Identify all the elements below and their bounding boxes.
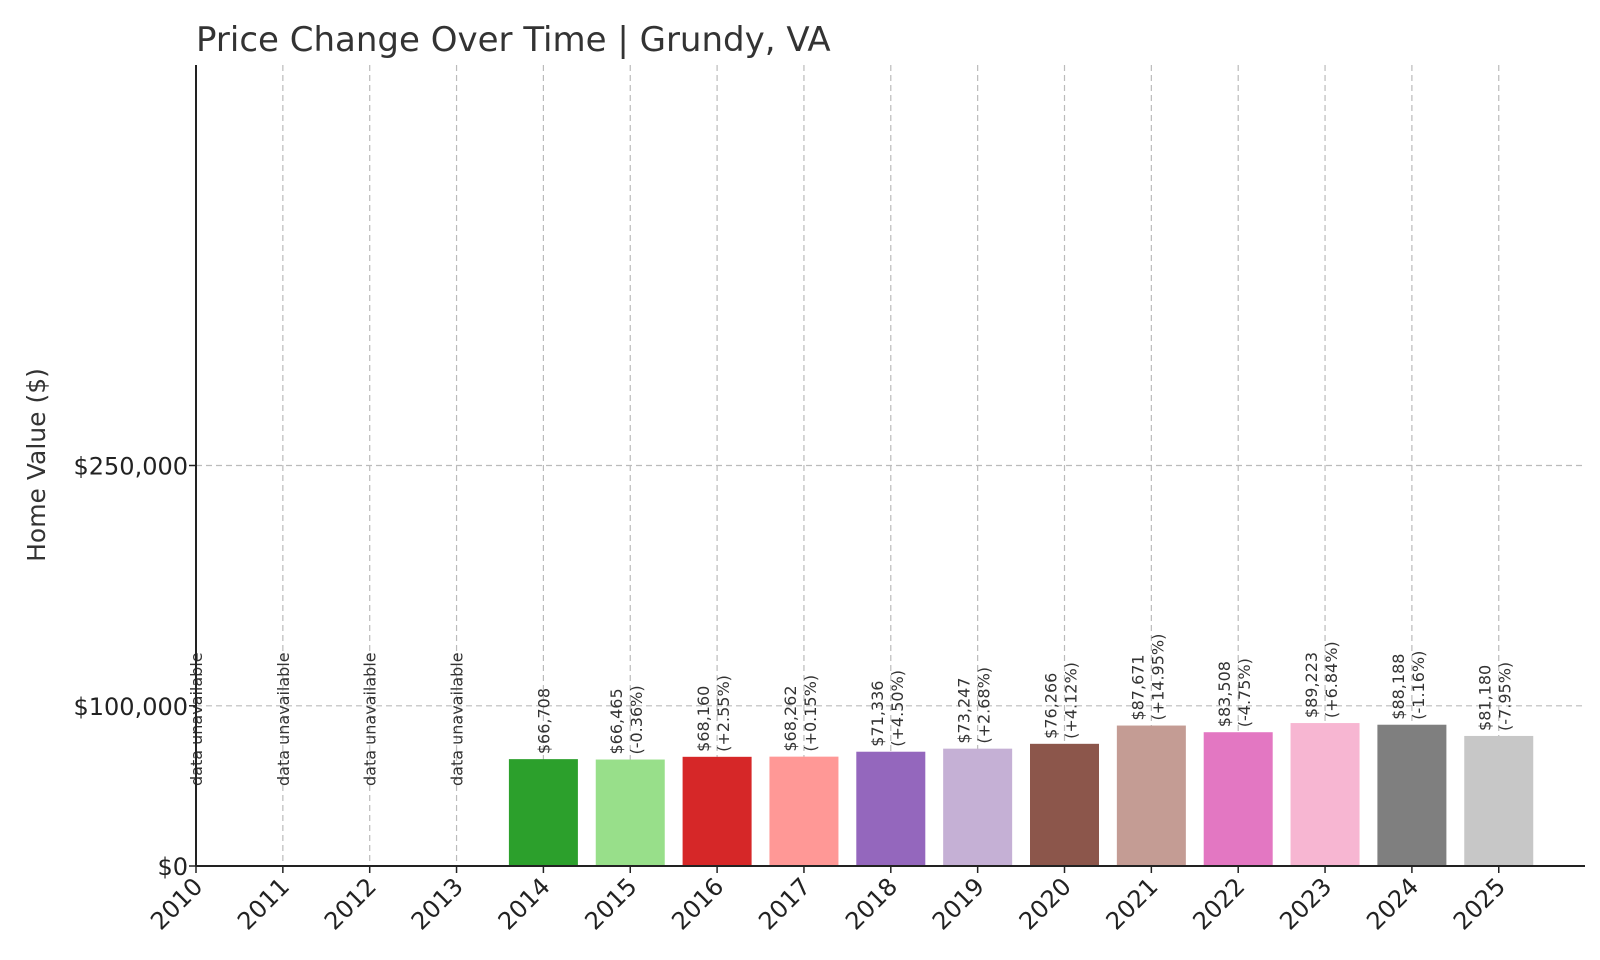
bar-2025 bbox=[1464, 735, 1534, 866]
bar-value-label: $68,160 bbox=[694, 686, 713, 752]
bar-value-label: $66,465 bbox=[607, 688, 626, 754]
bar-value-label: $66,708 bbox=[534, 688, 553, 754]
x-tick-label: 2014 bbox=[493, 872, 556, 935]
bar-2015 bbox=[595, 759, 665, 866]
bar-change-label: (+0.15%) bbox=[801, 675, 820, 752]
bar-value-label: $83,508 bbox=[1215, 661, 1234, 727]
bar-2020 bbox=[1030, 743, 1099, 866]
bar-change-label: (-0.36%) bbox=[627, 685, 646, 754]
bar-value-label: $88,188 bbox=[1389, 654, 1408, 720]
x-tick-label: 2021 bbox=[1101, 872, 1164, 935]
y-tick-label: $0 bbox=[157, 853, 188, 881]
bar-2024 bbox=[1377, 724, 1447, 866]
bar-change-label: (+4.12%) bbox=[1062, 662, 1081, 739]
bar-value-label: $71,336 bbox=[868, 681, 887, 747]
bar-value-label: $76,266 bbox=[1042, 673, 1061, 739]
bar-change-label: (+2.55%) bbox=[714, 675, 733, 752]
bar-change-label: (-7.95%) bbox=[1496, 662, 1515, 731]
data-unavailable-label: data unavailable bbox=[361, 652, 380, 786]
x-tick-label: 2013 bbox=[406, 872, 469, 935]
bar-2023 bbox=[1290, 723, 1360, 866]
grid-lines bbox=[196, 65, 1585, 866]
x-tick-label: 2024 bbox=[1361, 872, 1424, 935]
x-tick-label: 2017 bbox=[753, 872, 816, 935]
bar-value-label: $87,671 bbox=[1128, 654, 1147, 720]
bar-2017 bbox=[769, 756, 839, 866]
y-ticks: $0 $100,000 $250,000 bbox=[73, 453, 196, 881]
bar-2018 bbox=[856, 751, 926, 866]
bar-change-label: (+14.95%) bbox=[1148, 634, 1167, 721]
x-tick-label: 2019 bbox=[927, 872, 990, 935]
bars bbox=[508, 723, 1534, 866]
bar-value-label: $89,223 bbox=[1302, 652, 1321, 718]
bar-2016 bbox=[682, 756, 752, 866]
bar-change-label: (+4.50%) bbox=[888, 670, 907, 747]
x-tick-label: 2022 bbox=[1187, 872, 1250, 935]
data-unavailable-label: data unavailable bbox=[274, 652, 293, 786]
y-tick-label: $250,000 bbox=[73, 453, 188, 481]
bar-change-label: (+2.68%) bbox=[975, 667, 994, 744]
bar-value-label: $73,247 bbox=[955, 677, 974, 743]
chart-title: Price Change Over Time | Grundy, VA bbox=[196, 20, 831, 60]
bar-2022 bbox=[1203, 732, 1273, 866]
y-tick-label: $100,000 bbox=[73, 693, 188, 721]
bar-2021 bbox=[1116, 725, 1186, 866]
bar-value-label: $68,262 bbox=[781, 685, 800, 751]
x-tick-label: 2011 bbox=[232, 872, 295, 935]
bar-labels: data unavailable data unavailable data una… bbox=[187, 634, 1515, 786]
x-tick-label: 2018 bbox=[840, 872, 903, 935]
x-tick-label: 2025 bbox=[1448, 872, 1511, 935]
bar-change-label: (-1.16%) bbox=[1409, 651, 1428, 720]
bar-2019 bbox=[943, 748, 1013, 866]
bar-value-label: $81,180 bbox=[1476, 665, 1495, 731]
x-tick-label: 2010 bbox=[145, 872, 208, 935]
x-tick-label: 2015 bbox=[580, 872, 643, 935]
data-unavailable-label: data unavailable bbox=[448, 652, 467, 786]
bar-2014 bbox=[508, 759, 578, 866]
bar-change-label: (+6.84%) bbox=[1322, 641, 1341, 718]
x-ticks: 2010 2011 2012 2013 2014 2015 2016 2017 2018 2019… bbox=[145, 866, 1511, 935]
x-tick-label: 2020 bbox=[1014, 872, 1077, 935]
bar-change-label: (-4.75%) bbox=[1235, 658, 1254, 727]
y-axis-label: Home Value ($) bbox=[22, 368, 51, 562]
x-tick-label: 2012 bbox=[319, 872, 382, 935]
x-tick-label: 2016 bbox=[666, 872, 729, 935]
x-tick-label: 2023 bbox=[1274, 872, 1337, 935]
